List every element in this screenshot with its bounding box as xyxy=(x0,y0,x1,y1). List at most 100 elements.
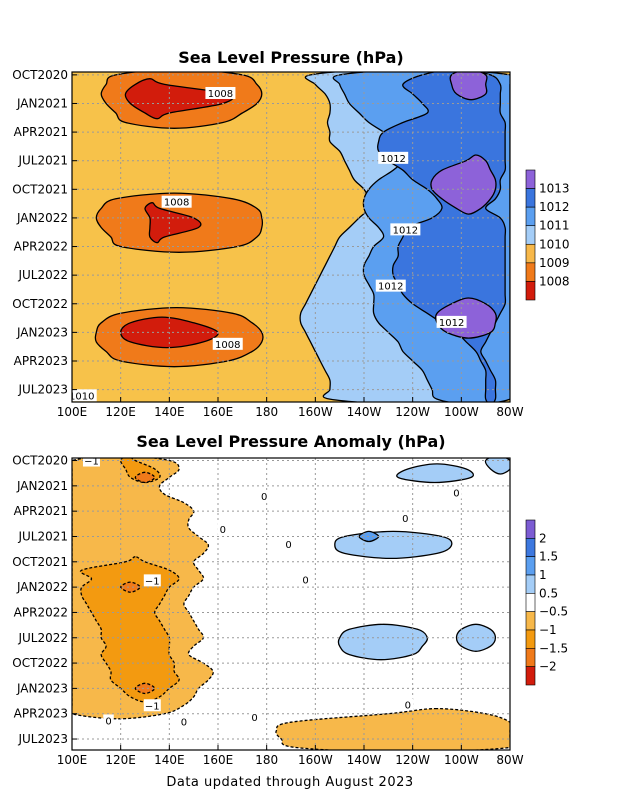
legend-swatch xyxy=(525,538,536,557)
x-tick-label: 120W xyxy=(395,405,430,419)
contour-region xyxy=(484,458,510,475)
contour-label-bg xyxy=(143,699,161,712)
contour-region xyxy=(337,623,429,661)
contour-label-bg xyxy=(402,698,414,711)
contour-region xyxy=(449,72,488,101)
legend-label: −1 xyxy=(539,623,557,637)
contour-label: 0 xyxy=(181,717,187,728)
contour-label-bg xyxy=(436,315,467,328)
legend-swatch xyxy=(525,206,536,227)
contour-label-bg xyxy=(375,279,406,292)
contour-region xyxy=(334,530,453,560)
contour-label: −1 xyxy=(145,576,160,587)
legend-swatch xyxy=(525,519,536,539)
contour-label: 1012 xyxy=(378,282,403,293)
x-tick-label: 160E xyxy=(203,405,234,419)
contour-label: 1008 xyxy=(215,340,240,351)
legend-swatch xyxy=(525,593,536,612)
y-tick-label: JUL2022 xyxy=(17,268,68,282)
contour-label-bg xyxy=(161,195,192,208)
contour-label-bg xyxy=(451,486,462,499)
y-tick-label: JAN2022 xyxy=(16,580,68,594)
legend-swatch xyxy=(525,243,536,264)
contour-region xyxy=(134,471,156,484)
slp-anomaly-panel: −1 0 0 0 0 0 −1 0 −1 0 0 0 0 Sea Level Pressure Anoma… xyxy=(12,432,568,767)
contour-label: −1 xyxy=(145,701,160,712)
legend-label: 1 xyxy=(539,568,547,582)
contour-label-bg xyxy=(82,458,100,467)
legend-label: 1013 xyxy=(539,182,570,196)
x-tick-label: 120E xyxy=(105,753,136,767)
plot-frame xyxy=(71,71,511,403)
legend-swatch xyxy=(525,556,536,576)
legend-swatch xyxy=(525,666,536,686)
y-tick-label: APR2021 xyxy=(14,504,68,518)
y-tick-label: OCT2020 xyxy=(12,454,68,468)
contour-label-bg xyxy=(258,489,270,502)
y-tick-label: JUL2023 xyxy=(17,732,68,746)
contour-label: 1012 xyxy=(393,225,418,236)
x-tick-label: 100E xyxy=(57,405,88,419)
contour-region xyxy=(430,154,497,215)
legend-swatch xyxy=(525,648,536,667)
y-tick-label: JUL2022 xyxy=(17,631,68,645)
y-tick-label: OCT2021 xyxy=(12,182,68,196)
legend-label: 1012 xyxy=(539,200,570,214)
x-tick-label: 160W xyxy=(298,753,333,767)
contour-label: 0 xyxy=(405,700,411,711)
footer-note: Data updated through August 2023 xyxy=(166,775,413,790)
legend-label: 1011 xyxy=(539,219,570,233)
contour-label: 1012 xyxy=(380,154,405,165)
contour-label: 0 xyxy=(220,525,226,536)
y-tick-label: APR2023 xyxy=(14,354,68,368)
legend-label: −1.5 xyxy=(539,641,568,655)
contour-label: 0 xyxy=(251,713,257,724)
contour-label: −1 xyxy=(84,457,99,468)
contour-label: 1012 xyxy=(439,318,464,329)
contour-label: 1010 xyxy=(69,391,94,402)
contour-label-bg xyxy=(212,337,243,350)
contour-label: 0 xyxy=(402,514,408,525)
legend-swatch xyxy=(525,629,536,649)
contour-region xyxy=(455,623,497,652)
y-tick-label: JAN2023 xyxy=(16,681,68,695)
contour-region xyxy=(134,682,156,695)
contour-label-bg xyxy=(378,151,409,164)
y-tick-label: JAN2023 xyxy=(16,325,68,339)
legend-label: 0.5 xyxy=(539,586,558,600)
x-tick-label: 140E xyxy=(154,753,185,767)
legend-label: 1.5 xyxy=(539,550,558,564)
legend-swatch xyxy=(525,262,536,282)
x-tick-label: 120W xyxy=(395,753,430,767)
contour-label-bg xyxy=(205,86,236,99)
y-tick-label: JUL2023 xyxy=(17,383,68,397)
contour-label-bg xyxy=(400,511,411,524)
y-tick-label: OCT2020 xyxy=(12,68,68,82)
x-tick-label: 160E xyxy=(203,753,234,767)
legend-label: 2 xyxy=(539,531,547,545)
contour-label: 0 xyxy=(105,716,111,727)
y-tick-label: JAN2021 xyxy=(16,479,68,493)
contour-label-bg xyxy=(249,711,260,724)
contour-label: 0 xyxy=(261,492,267,503)
contour-region xyxy=(396,463,474,484)
slp-panel: 1008 1008 1008 1012 1012 1012 1012 1010 Sea Leve… xyxy=(12,48,569,419)
legend-label: −2 xyxy=(539,660,557,674)
y-tick-label: OCT2022 xyxy=(12,656,68,670)
contour-label-bg xyxy=(390,223,421,236)
x-tick-label: 140E xyxy=(154,405,185,419)
legend-label: −0.5 xyxy=(539,605,568,619)
contour-label-bg xyxy=(178,715,190,728)
y-tick-label: JUL2021 xyxy=(17,529,68,543)
contour-label: 0 xyxy=(302,576,308,587)
y-tick-label: APR2023 xyxy=(14,707,68,721)
x-tick-label: 160W xyxy=(298,405,333,419)
contour-label-bg xyxy=(283,538,294,551)
x-tick-label: 140W xyxy=(347,753,382,767)
legend-swatch xyxy=(525,188,536,208)
plot-frame xyxy=(71,457,511,751)
contour-region xyxy=(79,556,180,703)
x-tick-label: 180 xyxy=(255,753,278,767)
x-tick-label: 80W xyxy=(496,405,523,419)
